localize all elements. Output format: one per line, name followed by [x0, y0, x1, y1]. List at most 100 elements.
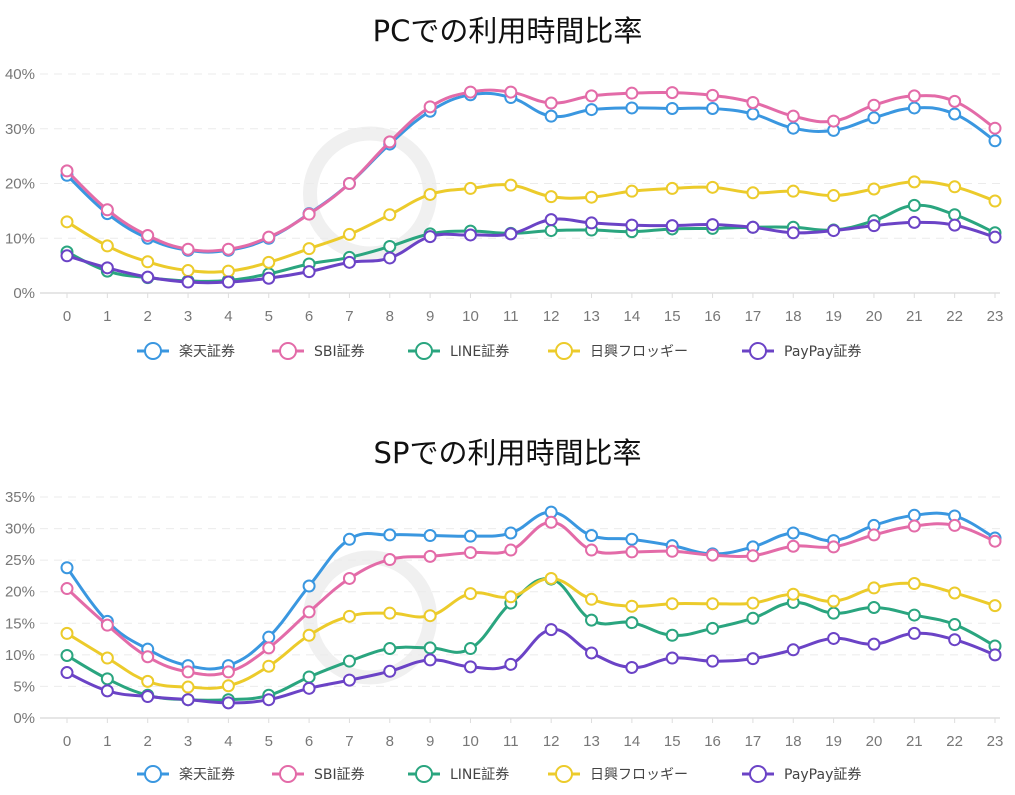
data-point: [262, 255, 276, 269]
data-point: [706, 218, 720, 232]
data-point: [746, 611, 760, 625]
data-point: [342, 227, 356, 241]
sp-usage-chart: 0%5%10%15%20%25%30%35%0 1 2 3 4 5 6 7 8 9 10 11 12 13…: [5, 489, 1004, 783]
data-point: [383, 606, 397, 620]
data-point: [585, 89, 599, 103]
data-point: [867, 581, 881, 595]
x-tick-label: 23: [987, 308, 1004, 325]
x-tick-label: 10: [462, 733, 479, 750]
series-line-2: [66, 203, 996, 283]
x-tick-label: 9: [426, 308, 434, 325]
data-point: [907, 577, 921, 591]
data-point: [706, 88, 720, 102]
pc-usage-chart: 0%10%20%30%40%0 1 2 3 4 5 6 7 8 9 10 11 12 13 14 15 16 17…: [5, 66, 1004, 360]
x-tick-label: 23: [987, 733, 1004, 750]
data-point: [988, 599, 1002, 613]
legend-marker-icon: [555, 765, 573, 783]
data-point: [827, 606, 841, 620]
legend-label: 楽天証券: [179, 767, 235, 783]
x-tick-label: 12: [543, 733, 560, 750]
data-point: [221, 264, 235, 278]
x-tick-label: 15: [664, 733, 681, 750]
data-point: [988, 230, 1002, 244]
data-point: [585, 646, 599, 660]
data-point: [383, 528, 397, 542]
data-point: [786, 109, 800, 123]
data-point: [786, 184, 800, 198]
sp-chart-title: SPでの利用時間比率: [373, 436, 642, 470]
data-point: [504, 526, 518, 540]
data-point: [665, 101, 679, 115]
data-point: [746, 107, 760, 121]
data-point: [544, 515, 558, 529]
y-tick-label: 35%: [5, 489, 35, 506]
data-point: [423, 609, 437, 623]
data-point: [181, 665, 195, 679]
x-tick-label: 6: [305, 308, 313, 325]
data-point: [867, 637, 881, 651]
data-point: [544, 96, 558, 110]
data-point: [463, 529, 477, 543]
data-point: [625, 599, 639, 613]
data-point: [463, 85, 477, 99]
data-point: [665, 544, 679, 558]
legend-label: PayPay証券: [784, 767, 861, 783]
data-point: [423, 529, 437, 543]
data-point: [60, 249, 74, 263]
data-point: [342, 177, 356, 190]
data-point: [867, 182, 881, 196]
pc-chart-title: PCでの利用時間比率: [372, 14, 643, 48]
x-tick-label: 9: [426, 733, 434, 750]
data-point: [262, 659, 276, 673]
data-point: [786, 587, 800, 601]
x-tick-label: 11: [503, 733, 519, 750]
data-point: [221, 696, 235, 710]
legend-label: SBI証券: [314, 767, 365, 783]
data-point: [665, 86, 679, 100]
x-tick-label: 16: [704, 308, 721, 325]
data-point: [867, 219, 881, 233]
data-point: [827, 189, 841, 203]
legend-label: 日興フロッギー: [590, 344, 688, 360]
data-point: [181, 242, 195, 256]
x-tick-label: 18: [785, 308, 802, 325]
data-point: [948, 107, 962, 121]
data-point: [100, 672, 114, 686]
data-point: [746, 220, 760, 234]
series-line-4: [66, 628, 996, 705]
legend-label: PayPay証券: [784, 344, 861, 360]
data-point: [786, 539, 800, 553]
data-point: [181, 275, 195, 289]
x-tick-label: 21: [906, 733, 923, 750]
legend-marker-icon: [415, 342, 433, 360]
data-point: [665, 219, 679, 233]
data-point: [786, 226, 800, 240]
x-tick-label: 22: [946, 733, 963, 750]
data-point: [302, 207, 316, 221]
x-tick-label: 17: [745, 308, 762, 325]
data-point: [827, 540, 841, 554]
y-tick-label: 10%: [5, 647, 35, 664]
data-point: [948, 633, 962, 647]
data-point: [907, 101, 921, 115]
data-point: [665, 597, 679, 611]
legend-marker-icon: [144, 765, 162, 783]
x-tick-label: 17: [745, 733, 762, 750]
data-point: [423, 230, 437, 244]
x-tick-label: 16: [704, 733, 721, 750]
data-point: [948, 586, 962, 600]
data-point: [60, 648, 74, 662]
data-point: [786, 643, 800, 657]
x-tick-label: 18: [785, 733, 802, 750]
x-tick-label: 7: [345, 733, 353, 750]
data-point: [302, 242, 316, 256]
data-point: [262, 271, 276, 285]
data-point: [141, 690, 155, 704]
data-point: [262, 630, 276, 644]
data-point: [867, 528, 881, 542]
x-tick-label: 12: [543, 308, 560, 325]
y-tick-label: 20%: [5, 176, 35, 193]
data-point: [302, 681, 316, 695]
x-tick-label: 21: [906, 308, 923, 325]
data-point: [544, 190, 558, 204]
